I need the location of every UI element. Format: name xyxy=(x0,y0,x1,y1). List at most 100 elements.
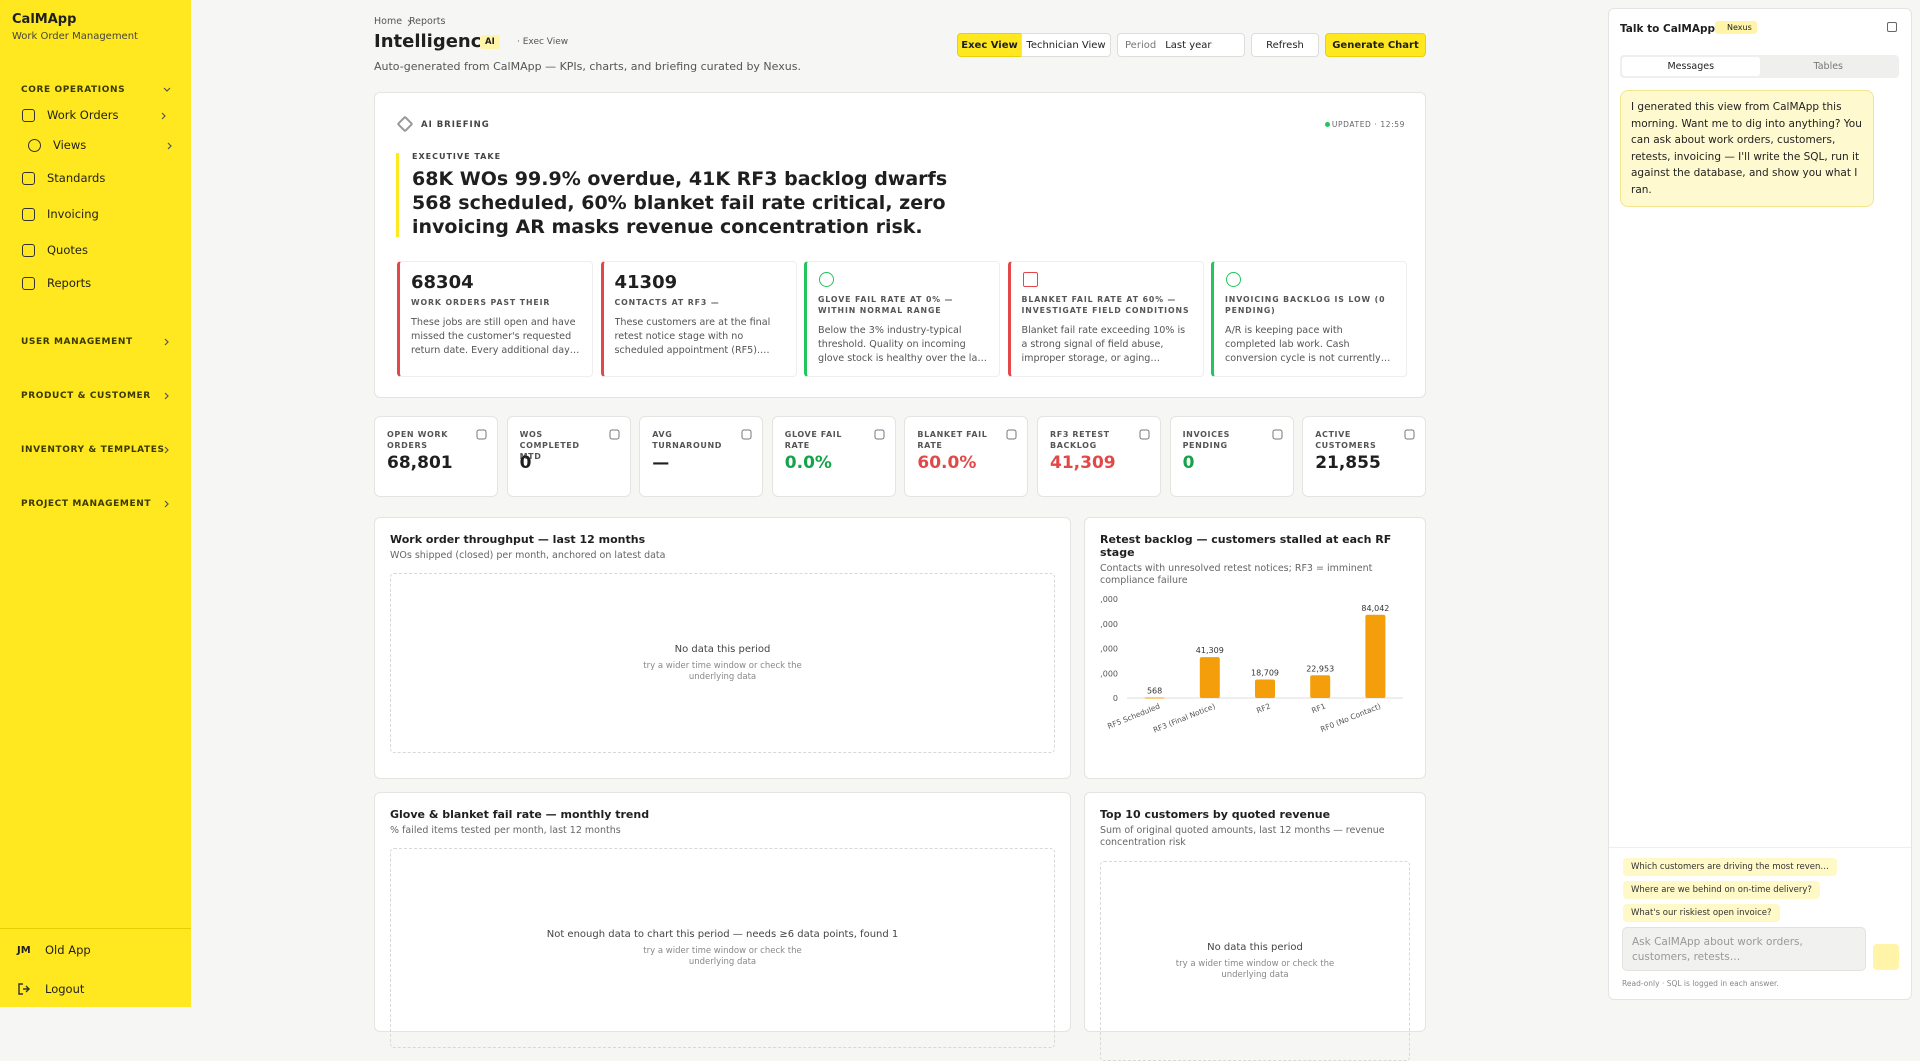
empty-state: No data this period try a wider time wind… xyxy=(390,573,1055,753)
nav-item[interactable]: Reports xyxy=(22,276,172,290)
chat-placeholder: Ask CalMApp about work orders, customers… xyxy=(1632,936,1803,963)
kpi-value: 0 xyxy=(1182,453,1195,473)
panel-subtitle: Sum of original quoted amounts, last 12 … xyxy=(1100,825,1385,848)
chevron xyxy=(164,392,169,400)
page-subtitle: Auto-generated from CalMApp — KPIs, char… xyxy=(374,60,801,73)
nav-group[interactable]: PROJECT MANAGEMENT xyxy=(21,499,171,509)
value-label: 18,709 xyxy=(1251,668,1279,677)
chevron xyxy=(164,338,169,346)
nav-icon xyxy=(28,138,41,152)
kpi-label: GLOVE FAIL RATE xyxy=(784,430,843,450)
chevron xyxy=(167,142,172,150)
breadcrumb-separator xyxy=(407,19,412,27)
old-app-link[interactable]: Old App xyxy=(45,943,91,957)
value-label: 84,042 xyxy=(1361,604,1389,613)
kpi-icon xyxy=(741,429,752,440)
period-select[interactable]: Period Last year xyxy=(1117,33,1245,57)
chat-tab[interactable]: Messages xyxy=(1622,57,1760,76)
x-tick-label: RF2 xyxy=(1255,701,1272,715)
kpi-label: WOS COMPLETED MTD xyxy=(519,430,580,461)
nav-icon xyxy=(22,207,35,221)
breadcrumb-home[interactable]: Home xyxy=(374,16,403,27)
panel-title: Work order throughput — last 12 months xyxy=(390,533,646,546)
suggestion-chip[interactable]: What's our riskiest open invoice? xyxy=(1623,904,1780,922)
exec-view-tab[interactable]: Exec View xyxy=(957,33,1022,57)
nav-group[interactable]: INVENTORY & TEMPLATES xyxy=(21,445,171,455)
brand: CalMApp xyxy=(12,12,77,27)
generate-chart-button[interactable]: Generate Chart xyxy=(1325,33,1426,57)
kpi-value: 0.0% xyxy=(784,453,832,473)
nav-label: Reports xyxy=(47,276,92,290)
kpi-card: RF3 RETEST BACKLOG 41,309 xyxy=(1037,416,1161,497)
nav-item[interactable]: Invoicing xyxy=(22,207,172,221)
bar xyxy=(1255,679,1275,698)
chevron xyxy=(163,87,171,92)
insight-body: Blanket fail rate exceeding 10% is a str… xyxy=(1021,325,1186,364)
chat-tab[interactable]: Tables xyxy=(1813,61,1844,72)
insight-title: INVOICING BACKLOG IS LOW (0 PENDING) xyxy=(1225,295,1386,315)
nav-label: Views xyxy=(53,138,87,152)
chevron xyxy=(164,446,169,454)
y-tick-label: 100,000 xyxy=(1100,595,1118,604)
nav-group[interactable]: PRODUCT & CUSTOMER xyxy=(21,391,171,401)
period-label: Period xyxy=(1125,39,1157,51)
briefing-label: AI BRIEFING xyxy=(421,120,490,130)
kpi-label: RF3 RETEST BACKLOG xyxy=(1050,430,1110,450)
close-chat[interactable] xyxy=(1887,22,1897,32)
tagline: Work Order Management xyxy=(12,31,138,42)
send-button[interactable] xyxy=(1873,944,1899,970)
sidebar: CalMApp Work Order Management JM Old App… xyxy=(0,0,191,1007)
empty-state: Not enough data to chart this period — n… xyxy=(390,848,1055,1048)
insight-title: GLOVE FAIL RATE AT 0% — WITHIN NORMAL RA… xyxy=(818,295,954,315)
chat-footer: Read-only · SQL is logged in each answer… xyxy=(1622,979,1779,988)
empty-state: No data this period try a wider time wind… xyxy=(1100,861,1410,1061)
updated-dot xyxy=(1325,122,1330,127)
panel: Glove & blanket fail rate — monthly tren… xyxy=(374,792,1071,1048)
kpi-label: AVG TURNAROUND xyxy=(652,430,722,450)
user-initials: JM xyxy=(17,945,31,956)
kpi-card: INVOICES PENDING 0 xyxy=(1169,416,1294,497)
nav-group[interactable]: USER MANAGEMENT xyxy=(21,337,171,347)
nav-item[interactable]: Views xyxy=(28,138,178,152)
suggestion-chip[interactable]: Which customers are driving the most rev… xyxy=(1623,858,1837,876)
chart-subtitle: Contacts with unresolved retest notices;… xyxy=(1100,563,1373,586)
insight-card: BLANKET FAIL RATE AT 60% — INVESTIGATE F… xyxy=(1007,261,1204,377)
nav-item[interactable]: Quotes xyxy=(22,243,172,257)
panel-subtitle: WOs shipped (closed) per month, anchored… xyxy=(390,550,666,561)
empty-hint: try a wider time window or check the und… xyxy=(1175,958,1335,980)
chat-badge: Nexus xyxy=(1715,21,1757,34)
briefing-icon xyxy=(396,115,414,133)
insight-body: These customers are at the final retest … xyxy=(614,317,771,356)
refresh-button[interactable]: Refresh xyxy=(1251,33,1319,57)
insight-title: BLANKET FAIL RATE AT 60% — INVESTIGATE F… xyxy=(1021,295,1190,315)
logout-icon xyxy=(18,983,30,995)
insight-card: 68304 WORK ORDERS PAST THEIR These jobs ar… xyxy=(397,261,593,377)
chat-divider xyxy=(1609,847,1911,848)
suggestion-chip[interactable]: Where are we behind on on-time delivery? xyxy=(1623,881,1820,899)
insight-title: WORK ORDERS PAST THEIR xyxy=(411,298,551,307)
insight-value: 41309 xyxy=(614,272,678,293)
nav-item[interactable]: Work Orders xyxy=(22,108,172,122)
y-tick-label: 0 xyxy=(1113,694,1118,703)
empty-message: No data this period xyxy=(1207,941,1303,953)
kpi-card: AVG TURNAROUND — xyxy=(639,416,764,497)
headline: 68K WOs 99.9% overdue, 41K RF3 backlog d… xyxy=(412,168,948,238)
empty-message: No data this period xyxy=(674,643,771,655)
kpi-label: BLANKET FAIL RATE xyxy=(917,430,988,450)
kpi-value: 68,801 xyxy=(387,453,453,473)
logout[interactable]: Logout xyxy=(45,982,85,996)
kpi-icon xyxy=(1404,429,1415,440)
value-label: 41,309 xyxy=(1196,646,1224,655)
insight-body: A/R is keeping pace with completed lab w… xyxy=(1225,325,1381,364)
technician-view-tab[interactable]: Technician View xyxy=(1021,33,1111,57)
nav-group[interactable]: CORE OPERATIONS xyxy=(21,85,171,95)
y-tick-label: 25,000 xyxy=(1100,669,1118,678)
briefing-card: AI BRIEFING UPDATED · 12:59 EXECUTIVE TAKE… xyxy=(374,92,1426,398)
panel: Work order throughput — last 12 months WO… xyxy=(374,517,1071,779)
kpi-value: 41,309 xyxy=(1050,453,1116,473)
chat-input[interactable]: Ask CalMApp about work orders, customers… xyxy=(1622,927,1866,971)
kpi-value: 21,855 xyxy=(1315,453,1381,473)
nav-item[interactable]: Standards xyxy=(22,171,172,185)
